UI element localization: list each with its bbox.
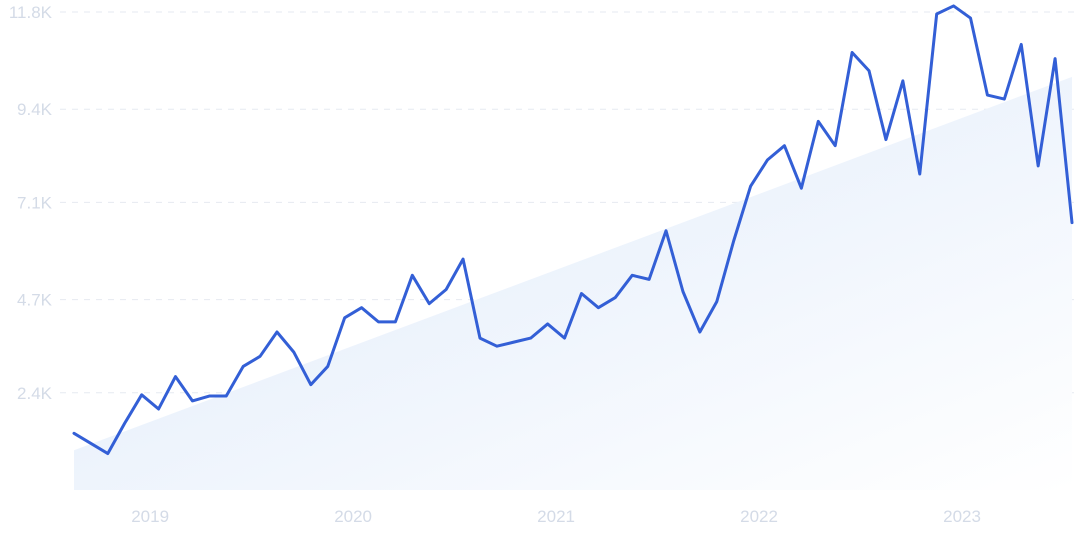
data-point xyxy=(157,407,161,411)
data-point xyxy=(630,273,634,277)
y-tick-label: 9.4K xyxy=(17,100,53,119)
data-point xyxy=(833,144,837,148)
data-point xyxy=(529,336,533,340)
x-tick-label: 2022 xyxy=(740,507,778,526)
data-point xyxy=(343,316,347,320)
data-point xyxy=(816,119,820,123)
data-point xyxy=(292,350,296,354)
data-point xyxy=(715,300,719,304)
y-tick-label: 2.4K xyxy=(17,384,53,403)
data-point xyxy=(410,273,414,277)
data-point xyxy=(563,336,567,340)
data-point xyxy=(698,330,702,334)
data-point xyxy=(1053,57,1057,61)
data-point xyxy=(495,344,499,348)
data-point xyxy=(918,172,922,176)
data-point xyxy=(275,330,279,334)
data-point xyxy=(72,431,76,435)
data-point xyxy=(241,364,245,368)
data-point xyxy=(613,296,617,300)
data-point xyxy=(969,16,973,20)
x-tick-label: 2020 xyxy=(334,507,372,526)
data-point xyxy=(664,229,668,233)
data-point xyxy=(749,184,753,188)
data-point xyxy=(647,277,651,281)
data-point xyxy=(1002,97,1006,101)
data-point xyxy=(901,79,905,83)
y-tick-label: 7.1K xyxy=(17,193,53,212)
y-axis-labels: 2.4K 4.7K 7.1K 9.4K 11.8K xyxy=(9,3,53,403)
data-point xyxy=(224,394,228,398)
data-point xyxy=(952,4,956,8)
data-point xyxy=(867,69,871,73)
y-tick-label: 4.7K xyxy=(17,291,53,310)
x-tick-label: 2021 xyxy=(537,507,575,526)
data-point xyxy=(461,257,465,261)
data-point xyxy=(579,292,583,296)
data-point xyxy=(596,306,600,310)
series-line xyxy=(72,4,1074,456)
data-point xyxy=(444,287,448,291)
data-point xyxy=(546,322,550,326)
x-axis-labels: 2019 2020 2021 2022 2023 xyxy=(131,507,981,526)
data-point xyxy=(681,290,685,294)
y-tick-label: 11.8K xyxy=(9,3,53,22)
data-point xyxy=(140,393,144,397)
data-point xyxy=(360,306,364,310)
data-point xyxy=(1070,221,1074,225)
data-point xyxy=(173,375,177,379)
data-point xyxy=(732,239,736,243)
data-point xyxy=(376,320,380,324)
data-point xyxy=(1019,42,1023,46)
data-point xyxy=(850,51,854,55)
data-point xyxy=(123,421,127,425)
data-point xyxy=(393,320,397,324)
data-point xyxy=(512,340,516,344)
x-tick-label: 2023 xyxy=(943,507,981,526)
data-point xyxy=(985,93,989,97)
data-point xyxy=(935,12,939,16)
data-point xyxy=(884,138,888,142)
data-point xyxy=(1036,164,1040,168)
trend-area xyxy=(74,76,1072,490)
data-point xyxy=(427,302,431,306)
data-point xyxy=(258,354,262,358)
data-point xyxy=(478,336,482,340)
data-point xyxy=(309,383,313,387)
data-point xyxy=(207,394,211,398)
data-point xyxy=(782,144,786,148)
x-tick-label: 2019 xyxy=(131,507,169,526)
data-point xyxy=(766,158,770,162)
data-point xyxy=(190,399,194,403)
data-point xyxy=(799,186,803,190)
data-point xyxy=(106,452,110,456)
data-point xyxy=(89,441,93,445)
data-point xyxy=(326,364,330,368)
